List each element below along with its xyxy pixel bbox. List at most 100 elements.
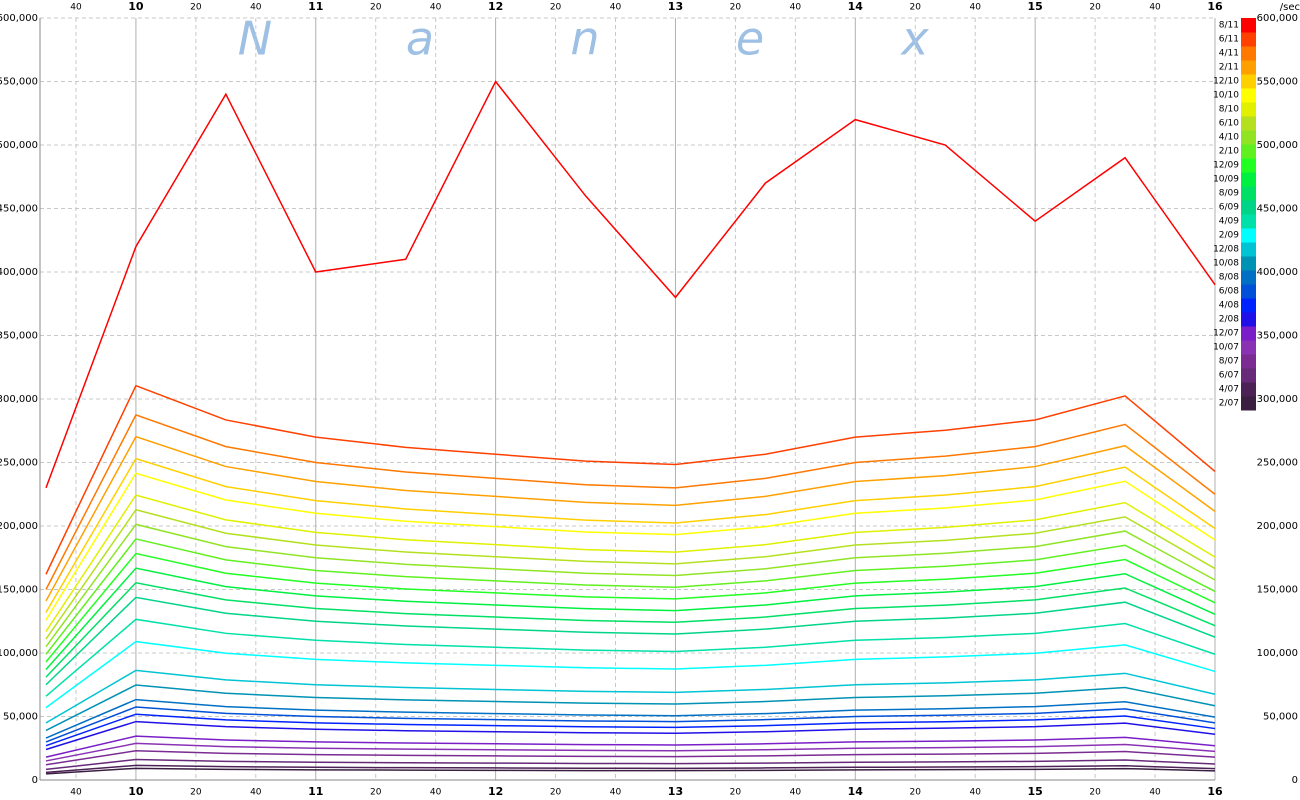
x-tick-label: 40 [969, 788, 981, 798]
series-line [45, 508, 1216, 640]
y-tick-label-right: 300,000 [1257, 394, 1298, 405]
x-tick-label-top: 20 [190, 3, 202, 13]
y-tick-label-right: 250,000 [1257, 458, 1298, 469]
legend-label: 10/07 [1213, 343, 1239, 353]
x-tick-label-top: 10 [128, 0, 144, 13]
x-tick-label-top: 20 [370, 3, 382, 13]
legend-swatch [1241, 186, 1256, 201]
x-tick-label-top: 13 [668, 0, 683, 13]
legend-swatch [1241, 46, 1256, 61]
series-line [45, 457, 1216, 613]
legend-swatch [1241, 298, 1256, 313]
series-line [45, 764, 1216, 774]
y-tick-label-right: 50,000 [1263, 712, 1298, 723]
y-tick-label: 550,000 [0, 77, 38, 88]
x-tick-label-top: 40 [1149, 3, 1161, 13]
x-tick-label-top: 14 [848, 0, 864, 13]
legend-label: 6/11 [1219, 35, 1239, 45]
legend-swatch [1241, 382, 1256, 397]
series-line [45, 713, 1216, 747]
legend-swatch [1241, 102, 1256, 117]
y-tick-label-right: 450,000 [1257, 204, 1298, 215]
legend-label: 4/11 [1219, 49, 1239, 59]
x-tick-label: 20 [550, 788, 562, 798]
series-line [45, 523, 1216, 648]
legend-swatch [1241, 130, 1256, 145]
legend-label: 10/08 [1213, 259, 1239, 269]
x-tick-label-top: 16 [1207, 0, 1223, 13]
legend-label: 4/08 [1219, 301, 1239, 311]
x-tick-label-top: 40 [969, 3, 981, 13]
x-tick-label: 12 [488, 785, 503, 798]
unit-label: /sec [1280, 2, 1300, 13]
x-tick-label-top: 40 [790, 3, 802, 13]
watermark-letter: N [238, 12, 272, 66]
series-line [45, 758, 1216, 771]
x-tick-label: 13 [668, 785, 683, 798]
legend-swatch [1241, 354, 1256, 369]
legend-label: 12/07 [1213, 329, 1239, 339]
x-tick-label: 20 [1089, 788, 1101, 798]
legend-label: 8/10 [1219, 105, 1239, 115]
series-line [45, 435, 1216, 602]
y-tick-label: 350,000 [0, 331, 38, 342]
x-tick-label-top: 15 [1027, 0, 1042, 13]
y-tick-label-right: 550,000 [1257, 77, 1298, 88]
legend-label: 4/09 [1219, 217, 1239, 227]
legend-label: 6/07 [1219, 371, 1239, 381]
x-tick-label: 14 [848, 785, 864, 798]
legend-label: 12/08 [1213, 245, 1239, 255]
legend-label: 2/07 [1219, 399, 1239, 409]
series-line [45, 538, 1216, 655]
x-tick-label: 16 [1207, 785, 1223, 798]
series-line [45, 742, 1216, 762]
series-line [45, 640, 1216, 709]
y-tick-label-right: 0 [1292, 775, 1298, 786]
y-tick-label: 0 [32, 775, 38, 786]
y-tick-label: 100,000 [0, 648, 38, 659]
y-tick-label: 200,000 [0, 521, 38, 532]
x-tick-label: 15 [1027, 785, 1042, 798]
legend-swatch [1241, 396, 1256, 411]
x-tick-label-top: 20 [1089, 3, 1101, 13]
y-tick-label-right: 400,000 [1257, 267, 1298, 278]
watermark-letter: a [406, 12, 434, 66]
x-tick-label: 40 [1149, 788, 1161, 798]
x-tick-label-top: 40 [610, 3, 622, 13]
x-tick-label-top: 40 [250, 3, 262, 13]
legend-swatch [1241, 200, 1256, 215]
y-tick-label-right: 100,000 [1257, 648, 1298, 659]
legend-label: 6/08 [1219, 287, 1239, 297]
legend-label: 2/09 [1219, 231, 1239, 241]
legend-swatch [1241, 74, 1256, 89]
watermark-letter: x [899, 12, 929, 66]
legend-swatch [1241, 270, 1256, 285]
x-tick-label: 11 [308, 785, 323, 798]
x-tick-label: 20 [190, 788, 202, 798]
legend-label: 6/10 [1219, 119, 1239, 129]
x-tick-label-top: 40 [70, 3, 82, 13]
legend-swatch [1241, 88, 1256, 103]
x-tick-label: 20 [730, 788, 742, 798]
series-line [45, 684, 1216, 732]
y-tick-label: 400,000 [0, 267, 38, 278]
y-tick-label: 250,000 [0, 458, 38, 469]
legend-label: 12/10 [1213, 77, 1239, 87]
x-tick-label-top: 20 [910, 3, 922, 13]
watermark-letter: n [570, 12, 599, 66]
x-tick-label: 20 [370, 788, 382, 798]
legend-swatch [1241, 60, 1256, 75]
y-tick-label-right: 200,000 [1257, 521, 1298, 532]
legend-label: 8/11 [1219, 21, 1239, 31]
legend-swatch [1241, 214, 1256, 229]
x-tick-label: 40 [70, 788, 82, 798]
series-line [45, 567, 1216, 671]
legend-label: 8/07 [1219, 357, 1239, 367]
legend-label: 4/07 [1219, 385, 1239, 395]
x-tick-label-top: 12 [488, 0, 503, 13]
series-line [45, 735, 1216, 758]
legend-label: 2/08 [1219, 315, 1239, 325]
watermark-letter: e [736, 12, 764, 66]
